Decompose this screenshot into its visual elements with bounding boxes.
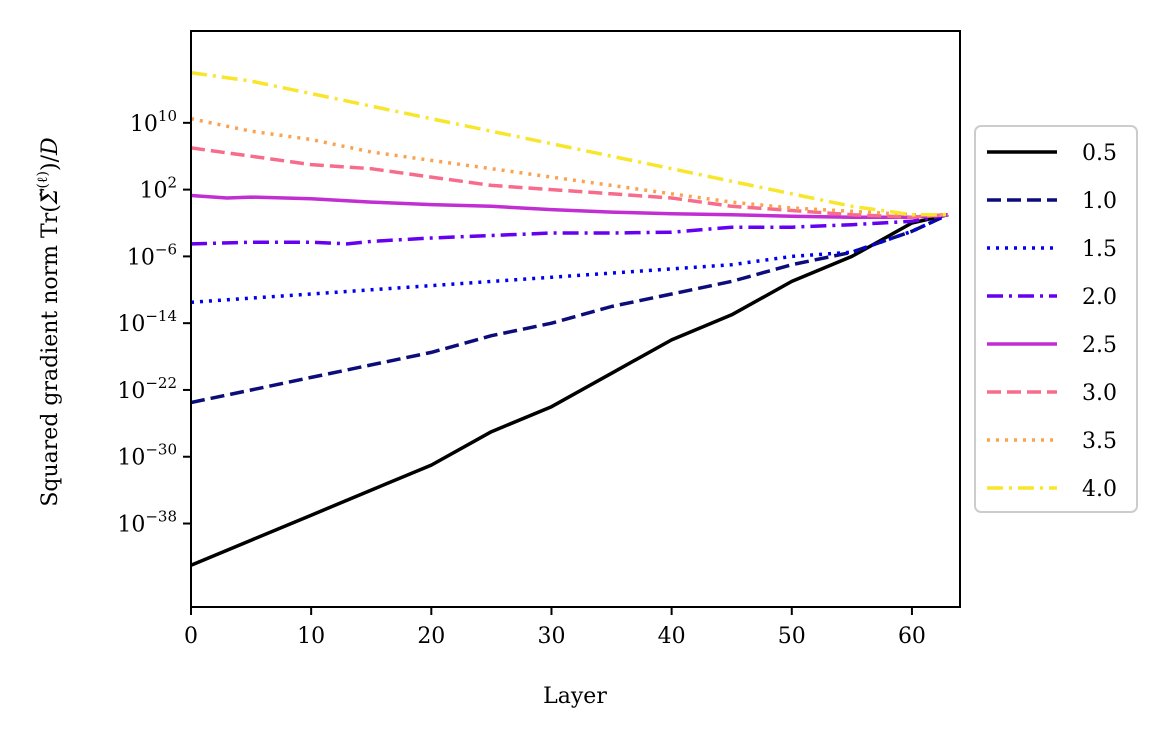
series-layer	[191, 70, 949, 567]
legend-label-1.0: 1.0	[1082, 189, 1117, 214]
series-line-4.0	[191, 70, 948, 217]
legend-label-3.0: 3.0	[1082, 381, 1117, 406]
series-line-1.0	[191, 213, 949, 405]
legend-label-2.0: 2.0	[1082, 285, 1117, 310]
legend-label-1.5: 1.5	[1082, 237, 1117, 262]
y-tick-label-3: 10−14	[117, 307, 177, 337]
legend-label-0.5: 0.5	[1082, 141, 1117, 166]
y-tick-label-5: 10−30	[117, 441, 177, 471]
x-tick-label-60: 60	[898, 624, 926, 649]
legend-label-2.5: 2.5	[1082, 333, 1117, 358]
plot-area-frame	[190, 30, 961, 608]
series-line-2.0	[191, 212, 949, 246]
series-line-2.5	[191, 193, 949, 219]
x-tick-label-40: 40	[658, 624, 686, 649]
y-tick-label-2: 10−6	[127, 240, 177, 270]
x-axis-label: Layer	[543, 684, 607, 709]
y-tick-label-0: 1010	[130, 107, 177, 137]
legend-box	[974, 125, 1138, 513]
series-line-3.0	[191, 146, 949, 219]
legend: 0.5 1.0 1.5 2.0 2.5 3.0 3.5 4.0	[974, 125, 1138, 513]
series-line-3.5	[191, 116, 948, 217]
y-tick-label-6: 10−38	[117, 508, 177, 538]
x-tick-label-20: 20	[417, 624, 445, 649]
y-axis: 1010 102 10−6 10−14 10−22 10−30 10−38	[117, 107, 191, 538]
x-tick-label-30: 30	[537, 624, 565, 649]
y-tick-label-4: 10−22	[117, 374, 177, 404]
series-line-0.5	[191, 212, 949, 567]
legend-label-4.0: 4.0	[1082, 477, 1117, 502]
x-axis: 0 10 20 30 40 50 60	[184, 607, 926, 649]
x-tick-label-0: 0	[184, 624, 198, 649]
x-tick-label-10: 10	[297, 624, 325, 649]
legend-label-3.5: 3.5	[1082, 429, 1117, 454]
y-tick-label-1: 102	[139, 174, 177, 204]
x-tick-label-50: 50	[778, 624, 806, 649]
y-axis-label: Squared gradient norm Tr(Σ̃(ℓ))/D	[35, 137, 63, 507]
